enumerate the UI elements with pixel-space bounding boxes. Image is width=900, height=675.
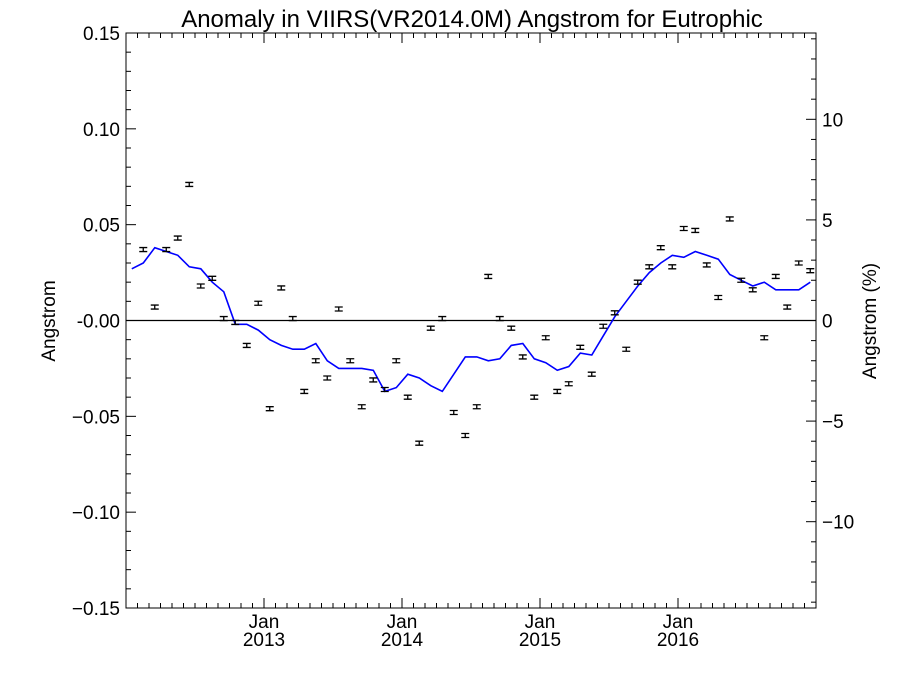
x-tick-label-month: Jan: [525, 612, 556, 633]
y-tick-label-right: 10: [822, 110, 843, 131]
data-point: [599, 323, 608, 329]
data-point: [196, 283, 205, 289]
x-tick-label-month: Jan: [663, 612, 694, 633]
data-point: [702, 262, 711, 268]
data-point: [691, 227, 700, 234]
data-point: [783, 304, 792, 310]
y-tick-label-left: -0.00: [77, 312, 120, 333]
data-point: [426, 325, 435, 331]
data-point: [438, 315, 447, 322]
data-point: [737, 277, 746, 283]
data-point: [610, 310, 619, 316]
x-tick-label-year: 2014: [381, 630, 424, 651]
data-point: [403, 394, 412, 400]
data-point: [219, 315, 228, 322]
x-tick-label-year: 2015: [519, 630, 561, 651]
y-tick-label-left: −0.05: [72, 407, 120, 428]
data-point: [668, 264, 677, 270]
data-point: [265, 406, 274, 412]
x-tick-label-year: 2013: [243, 630, 285, 651]
data-point: [242, 342, 251, 349]
x-tick-label-year: 2016: [657, 630, 699, 651]
data-point: [449, 409, 458, 416]
data-point: [656, 245, 665, 251]
data-point: [254, 300, 263, 306]
x-tick-label-month: Jan: [249, 612, 280, 633]
y-axis-label-right: Angstrom (%): [860, 263, 881, 379]
data-point: [748, 287, 757, 293]
y-axis-label-left: Angstrom: [39, 280, 60, 361]
data-point: [461, 432, 470, 439]
running-mean-line: [131, 246, 811, 393]
data-point: [334, 306, 343, 312]
chart-title: Anomaly in VIIRS(VR2014.0M) Angstrom for…: [181, 6, 763, 33]
y-tick-label-right: 5: [822, 211, 833, 232]
data-point: [564, 381, 573, 387]
data-point: [472, 404, 481, 410]
data-point: [771, 273, 780, 280]
data-point: [645, 264, 654, 270]
data-point: [725, 216, 734, 222]
data-point: [760, 335, 769, 341]
data-point: [173, 235, 182, 241]
data-point: [507, 325, 516, 331]
data-point: [357, 404, 366, 410]
data-point: [346, 358, 355, 364]
data-point: [392, 358, 401, 364]
data-point: [288, 315, 297, 322]
y-tick-label-left: 0.15: [83, 24, 120, 45]
data-point: [587, 371, 596, 377]
data-point: [415, 440, 424, 446]
data-point: [633, 279, 642, 285]
data-point: [576, 344, 585, 350]
data-point: [518, 354, 527, 360]
data-point: [679, 225, 688, 232]
data-point: [185, 181, 194, 188]
data-point: [806, 268, 815, 274]
data-point: [495, 315, 504, 322]
y-tick-label-left: 0.05: [83, 216, 120, 237]
data-point: [231, 319, 240, 326]
data-point: [208, 275, 217, 281]
data-point: [139, 246, 148, 253]
y-tick-label-right: −5: [822, 412, 844, 433]
y-tick-label-right: −10: [822, 513, 854, 534]
data-point: [311, 358, 320, 364]
data-point: [530, 394, 539, 400]
y-tick-label-left: −0.15: [72, 599, 120, 620]
data-point: [323, 375, 332, 381]
data-point: [380, 386, 389, 393]
data-point: [277, 285, 286, 291]
data-point: [541, 335, 550, 341]
data-point: [553, 388, 562, 395]
data-point: [369, 377, 378, 383]
plot-area: 0.15 0.10 0.05 -0.00 −0.05 −0.10 −0.15 10 5 0 −5 −1…: [72, 24, 854, 651]
x-tick-label-month: Jan: [387, 612, 418, 633]
data-point: [484, 273, 493, 280]
y-tick-label-right: 0: [822, 312, 833, 333]
data-point: [162, 246, 171, 253]
y-tick-label-left: 0.10: [83, 120, 120, 141]
data-point: [794, 260, 803, 266]
y-tick-label-left: −0.10: [72, 503, 120, 524]
data-point: [714, 294, 723, 301]
data-point: [622, 346, 631, 352]
data-point: [300, 388, 309, 395]
data-point: [150, 304, 159, 310]
